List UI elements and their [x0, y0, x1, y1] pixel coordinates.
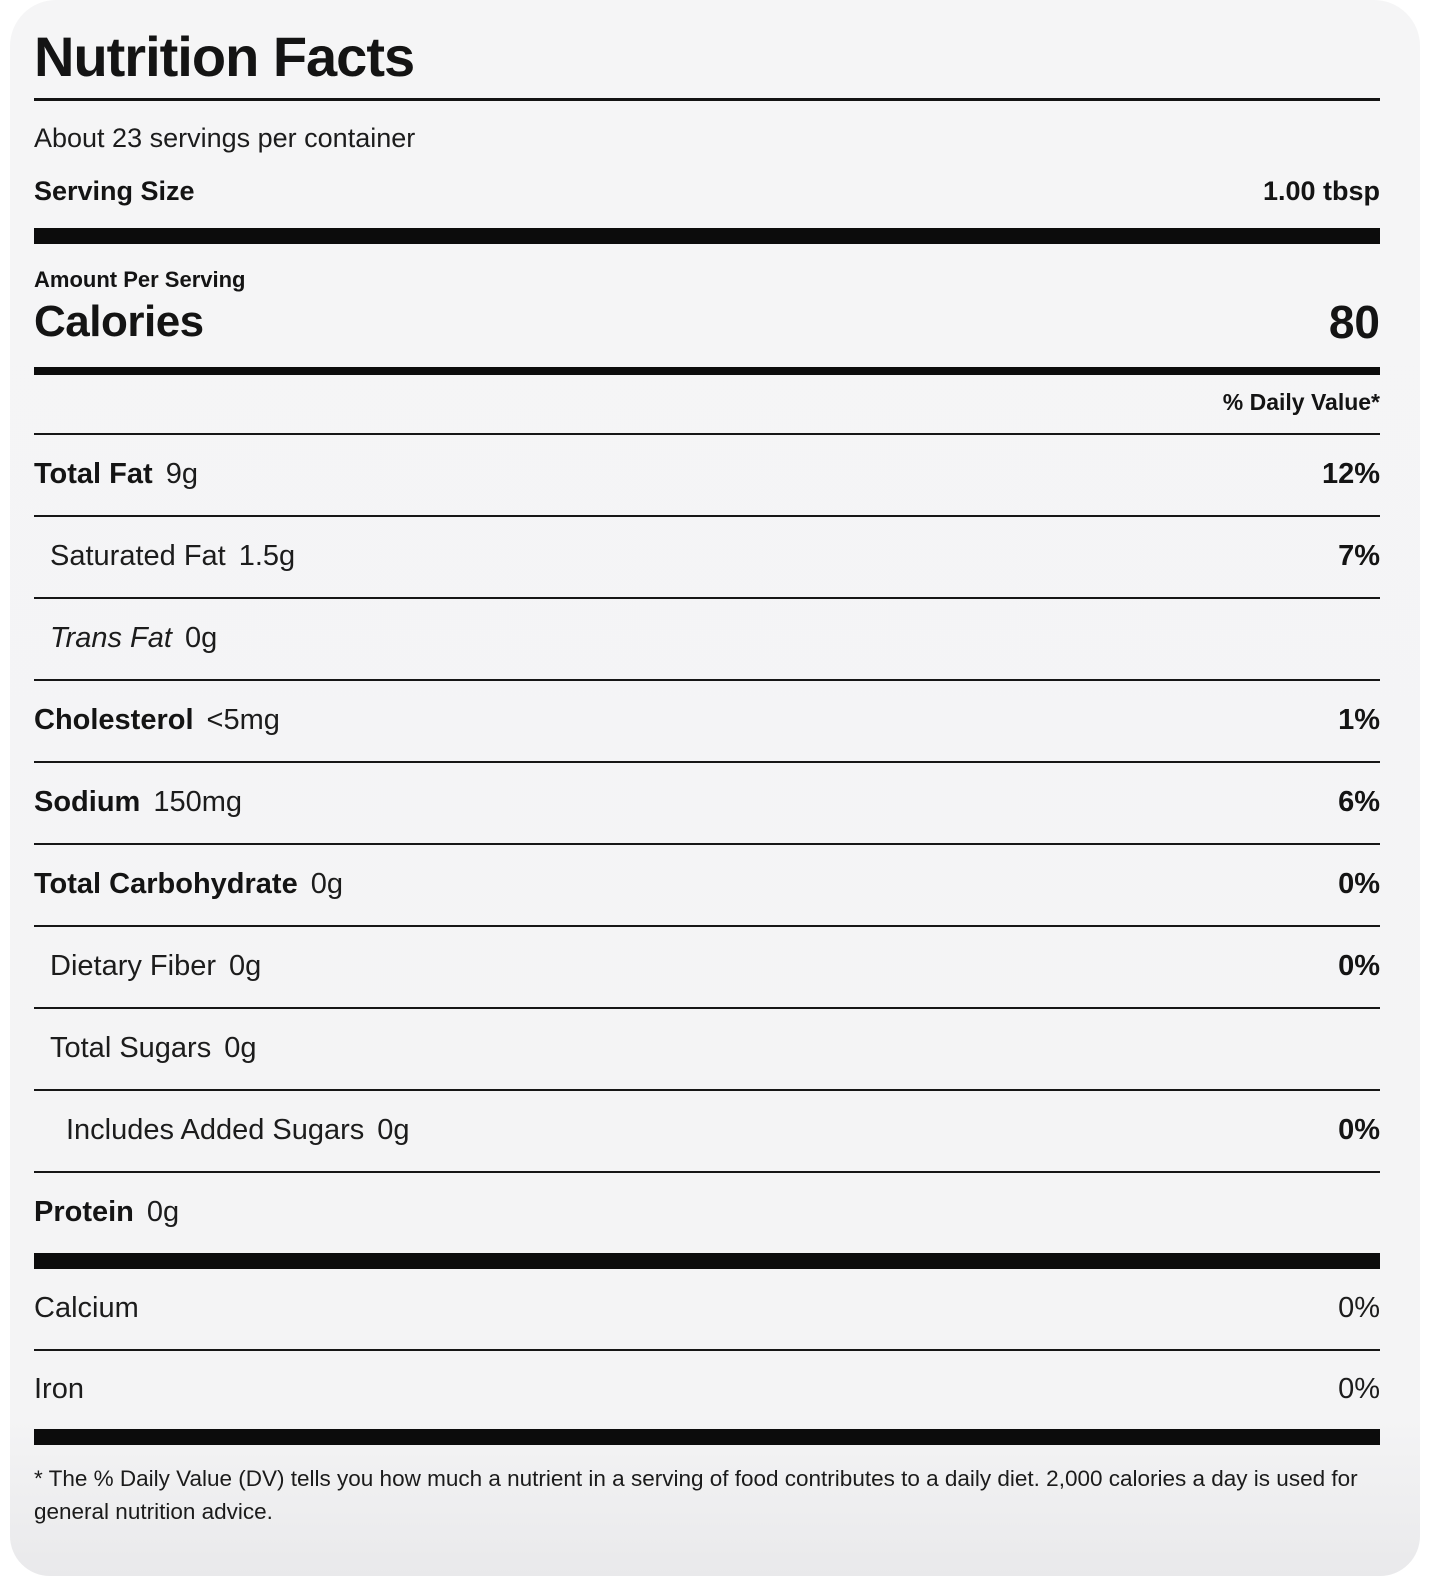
mineral-dv: 0% [1338, 1373, 1380, 1406]
amount-per-serving-label: Amount Per Serving [34, 266, 246, 292]
nutrient-row-cholesterol: Cholesterol <5mg 1% [34, 678, 1380, 761]
minerals-table: Calcium 0% Iron 0% [34, 1269, 1380, 1429]
nutrient-name: Total Fat [34, 458, 153, 491]
nutrient-row-saturated-fat: Saturated Fat 1.5g 7% [34, 514, 1380, 597]
nutrient-dv: 7% [1338, 540, 1380, 573]
nutrient-amount: <5mg [206, 704, 280, 737]
medium-bar-calories [34, 366, 1380, 375]
nutrient-name: Dietary Fiber [50, 950, 216, 983]
nutrient-dv: 1% [1338, 704, 1380, 737]
nutrient-name: Total Carbohydrate [34, 868, 298, 901]
nutrient-name: Sodium [34, 786, 141, 819]
calories-value: 80 [1328, 295, 1380, 348]
nutrient-amount: 9g [165, 458, 198, 491]
nutrient-row-dietary-fiber: Dietary Fiber 0g 0% [34, 924, 1380, 1007]
nutrient-amount: 0g [146, 1196, 180, 1229]
nutrient-name: Includes Added Sugars [66, 1114, 365, 1147]
nutrient-amount: 0g [184, 622, 218, 655]
nutrient-name: Protein [34, 1196, 134, 1229]
nutrient-row-total-carbohydrate: Total Carbohydrate 0g 0% [34, 842, 1380, 925]
nutrition-label-content: Nutrition Facts About 23 servings per co… [10, 26, 1420, 1529]
nutrient-name: Cholesterol [34, 704, 194, 737]
nutrient-amount: 0g [310, 868, 343, 901]
thick-bar-bottom [34, 1428, 1380, 1445]
nutrient-name: Saturated Fat [50, 540, 226, 573]
serving-size-row: Serving Size 1.00 tbsp [34, 176, 1380, 207]
serving-size-value: 1.00 tbsp [1262, 175, 1380, 206]
nutrient-table: Total Fat 9g 12% Saturated Fat 1.5g 7% Tra… [34, 432, 1380, 1253]
nutrient-row-total-sugars: Total Sugars 0g [34, 1006, 1380, 1089]
nutrient-amount: 0g [229, 950, 262, 983]
mineral-row-iron: Iron 0% [34, 1348, 1380, 1429]
nutrient-amount: 0g [377, 1114, 410, 1147]
thick-bar-middle [34, 1252, 1380, 1269]
nutrient-row-protein: Protein 0g [34, 1170, 1380, 1253]
nutrient-amount: 0g [224, 1032, 257, 1065]
serving-size-label: Serving Size [34, 175, 195, 206]
daily-value-header: % Daily Value* [1222, 388, 1380, 415]
nutrient-dv: 6% [1338, 786, 1380, 819]
nutrient-dv: 0% [1338, 868, 1380, 901]
title-divider [34, 97, 1380, 101]
nutrition-label-card: Nutrition Facts About 23 servings per co… [10, 0, 1420, 1576]
mineral-row-calcium: Calcium 0% [34, 1269, 1380, 1349]
nutrient-dv: 12% [1321, 458, 1380, 491]
nutrition-facts-title: Nutrition Facts [34, 25, 415, 88]
nutrient-row-trans-fat: Trans Fat 0g [34, 596, 1380, 679]
daily-value-footnote: * The % Daily Value (DV) tells you how m… [34, 1465, 1358, 1525]
nutrient-amount: 150mg [153, 786, 243, 819]
nutrient-amount: 1.5g [238, 540, 296, 573]
nutrient-row-total-fat: Total Fat 9g 12% [34, 432, 1380, 515]
mineral-name: Iron [34, 1373, 84, 1406]
nutrient-name: Trans Fat [50, 622, 172, 655]
nutrient-dv: 0% [1338, 950, 1380, 983]
nutrient-dv: 0% [1338, 1114, 1380, 1147]
nutrient-row-sodium: Sodium 150mg 6% [34, 760, 1380, 843]
nutrient-name: Total Sugars [50, 1032, 212, 1065]
thick-bar-top [34, 227, 1380, 244]
calories-row: Calories 80 [34, 297, 1380, 348]
mineral-name: Calcium [34, 1292, 139, 1325]
calories-label: Calories [34, 296, 204, 346]
mineral-dv: 0% [1338, 1292, 1380, 1325]
servings-per-container: About 23 servings per container [34, 122, 416, 153]
nutrient-row-added-sugars: Includes Added Sugars 0g 0% [34, 1088, 1380, 1171]
